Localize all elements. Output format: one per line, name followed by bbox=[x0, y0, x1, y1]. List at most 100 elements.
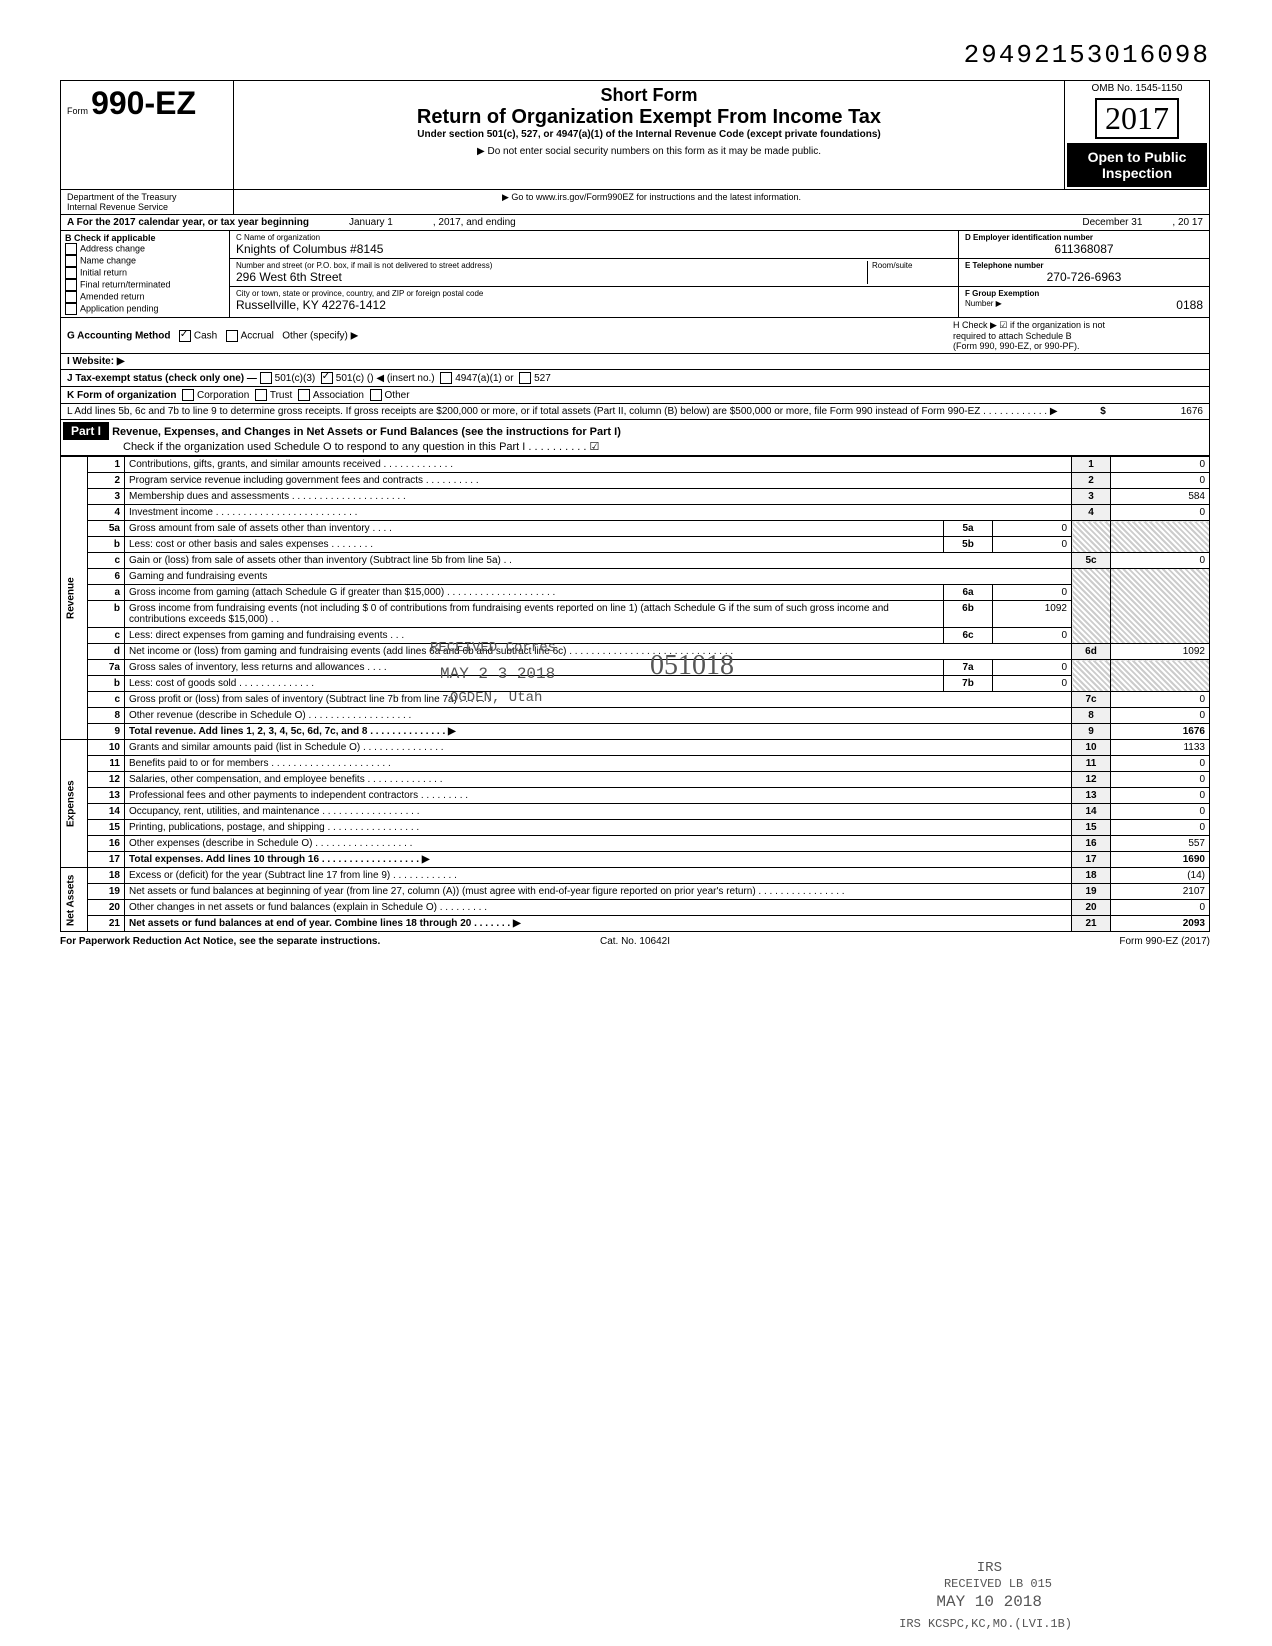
c-name-lbl: C Name of organization bbox=[236, 233, 952, 242]
line-21-desc: Net assets or fund balances at end of ye… bbox=[125, 916, 1072, 932]
form-subtitle: Under section 501(c), 527, or 4947(a)(1)… bbox=[244, 129, 1054, 140]
g-accrual: Accrual bbox=[241, 330, 274, 341]
line-16-desc: Other expenses (describe in Schedule O) … bbox=[125, 836, 1072, 852]
line-12-desc: Salaries, other compensation, and employ… bbox=[125, 772, 1072, 788]
line-18-desc: Excess or (deficit) for the year (Subtra… bbox=[125, 868, 1072, 884]
form-number: 990-EZ bbox=[91, 85, 196, 121]
g-lbl: G Accounting Method bbox=[67, 330, 171, 341]
part1-tag: Part I bbox=[63, 422, 109, 440]
line-6c-mid: 6c bbox=[944, 628, 993, 644]
a-begin: January 1 bbox=[349, 217, 393, 228]
line-15-amt: 0 bbox=[1111, 820, 1210, 836]
c-city-lbl: City or town, state or province, country… bbox=[236, 289, 952, 298]
b-item-1: Name change bbox=[80, 255, 136, 265]
stamp-kcspc: IRS KCSPC,KC,MO.(LVI.1B) bbox=[899, 1617, 1072, 1631]
b-title: B Check if applicable bbox=[65, 233, 156, 243]
title-box: Short Form Return of Organization Exempt… bbox=[234, 81, 1064, 189]
line-12-amt: 0 bbox=[1111, 772, 1210, 788]
line-5a-desc: Gross amount from sale of assets other t… bbox=[125, 521, 944, 537]
warn-ssn: ▶ Do not enter social security numbers o… bbox=[244, 146, 1054, 157]
k-o4: Other bbox=[385, 390, 410, 401]
line-6b-desc: Gross income from fundraising events (no… bbox=[125, 601, 944, 628]
line-5b-mid: 5b bbox=[944, 537, 993, 553]
org-city: Russellville, KY 42276-1412 bbox=[236, 298, 952, 312]
f-lbl: F Group Exemption bbox=[965, 289, 1039, 298]
form-header: Form 990-EZ Short Form Return of Organiz… bbox=[60, 80, 1210, 190]
line-5c-amt: 0 bbox=[1111, 553, 1210, 569]
k-o1: Corporation bbox=[197, 390, 249, 401]
l-text: L Add lines 5b, 6c and 7b to line 9 to d… bbox=[67, 406, 1093, 417]
line-5b-midamt: 0 bbox=[993, 537, 1072, 553]
dept-row: Department of the Treasury Internal Reve… bbox=[60, 190, 1210, 215]
side-revenue: Revenue bbox=[61, 457, 88, 740]
line-20-desc: Other changes in net assets or fund bala… bbox=[125, 900, 1072, 916]
form-number-box: Form 990-EZ bbox=[61, 81, 234, 189]
line-7a-mid: 7a bbox=[944, 660, 993, 676]
stamp-date-2: MAY 10 2018 bbox=[936, 1593, 1042, 1611]
line-a: A For the 2017 calendar year, or tax yea… bbox=[60, 215, 1210, 231]
column-c: C Name of organization Knights of Columb… bbox=[230, 231, 958, 317]
b-item-5: Application pending bbox=[80, 303, 159, 313]
group-exemption: 0188 bbox=[1176, 298, 1203, 312]
line-8-amt: 0 bbox=[1111, 708, 1210, 724]
g-cash: Cash bbox=[194, 330, 217, 341]
line-19-amt: 2107 bbox=[1111, 884, 1210, 900]
line-6d-desc: Net income or (loss) from gaming and fun… bbox=[125, 644, 1072, 660]
b-item-4: Amended return bbox=[80, 291, 145, 301]
i-lbl: I Website: ▶ bbox=[67, 356, 125, 367]
line-1-amt: 0 bbox=[1111, 457, 1210, 473]
line-l: L Add lines 5b, 6c and 7b to line 9 to d… bbox=[60, 404, 1210, 420]
line-j: J Tax-exempt status (check only one) — 5… bbox=[60, 370, 1210, 387]
a-end: December 31 bbox=[1082, 217, 1142, 228]
line-7b-midamt: 0 bbox=[993, 676, 1072, 692]
footer-right: Form 990-EZ (2017) bbox=[827, 936, 1210, 947]
a-label: A For the 2017 calendar year, or tax yea… bbox=[67, 217, 309, 228]
line-2-amt: 0 bbox=[1111, 473, 1210, 489]
b-item-0: Address change bbox=[80, 243, 145, 253]
b-item-3: Final return/terminated bbox=[80, 279, 171, 289]
column-b: B Check if applicable Address change Nam… bbox=[61, 231, 230, 317]
line-7b-desc: Less: cost of goods sold . . . . . . . .… bbox=[125, 676, 944, 692]
org-name: Knights of Columbus #8145 bbox=[236, 242, 952, 256]
line-6a-mid: 6a bbox=[944, 585, 993, 601]
line-17-amt: 1690 bbox=[1111, 852, 1210, 868]
column-d: D Employer identification number 6113680… bbox=[958, 231, 1209, 317]
short-form-label: Short Form bbox=[244, 85, 1054, 106]
part1-check: Check if the organization used Schedule … bbox=[123, 441, 599, 453]
line-1-desc: Contributions, gifts, grants, and simila… bbox=[125, 457, 1072, 473]
ein: 611368087 bbox=[965, 242, 1203, 256]
j-lbl: J Tax-exempt status (check only one) — bbox=[67, 373, 257, 384]
footer-mid: Cat. No. 10642I bbox=[443, 936, 826, 947]
line-2-desc: Program service revenue including govern… bbox=[125, 473, 1072, 489]
line-3-desc: Membership dues and assessments . . . . … bbox=[125, 489, 1072, 505]
org-address: 296 West 6th Street bbox=[236, 270, 867, 284]
j-o1: 501(c)(3) bbox=[275, 373, 316, 384]
line-6b-midamt: 1092 bbox=[993, 601, 1072, 628]
line-16-amt: 557 bbox=[1111, 836, 1210, 852]
line-19-desc: Net assets or fund balances at beginning… bbox=[125, 884, 1072, 900]
irs-label: Internal Revenue Service bbox=[67, 202, 227, 212]
line-7a-midamt: 0 bbox=[993, 660, 1072, 676]
a-mid: , 2017, and ending bbox=[433, 217, 516, 228]
j-o4: 527 bbox=[534, 373, 551, 384]
a-year: , 20 17 bbox=[1172, 217, 1203, 228]
line-3-amt: 584 bbox=[1111, 489, 1210, 505]
open-inspection: Open to Public Inspection bbox=[1067, 143, 1207, 187]
c-addr-lbl: Number and street (or P.O. box, if mail … bbox=[236, 261, 867, 270]
part1-header: Part I Revenue, Expenses, and Changes in… bbox=[60, 420, 1210, 456]
stamp-irs: IRS bbox=[977, 1560, 1002, 1576]
b-item-2: Initial return bbox=[80, 267, 127, 277]
line-7c-amt: 0 bbox=[1111, 692, 1210, 708]
f-lbl2: Number ▶ bbox=[965, 299, 1002, 308]
line-11-amt: 0 bbox=[1111, 756, 1210, 772]
line-10-amt: 1133 bbox=[1111, 740, 1210, 756]
line-9-desc: Total revenue. Add lines 1, 2, 3, 4, 5c,… bbox=[125, 724, 1072, 740]
line-17-desc: Total expenses. Add lines 10 through 16 … bbox=[125, 852, 1072, 868]
line-5b-desc: Less: cost or other basis and sales expe… bbox=[125, 537, 944, 553]
footer-left: For Paperwork Reduction Act Notice, see … bbox=[60, 936, 443, 947]
g-other: Other (specify) ▶ bbox=[282, 330, 358, 341]
line-7c-desc: Gross profit or (loss) from sales of inv… bbox=[125, 692, 1072, 708]
line-13-amt: 0 bbox=[1111, 788, 1210, 804]
e-lbl: E Telephone number bbox=[965, 261, 1044, 270]
line-7b-mid: 7b bbox=[944, 676, 993, 692]
